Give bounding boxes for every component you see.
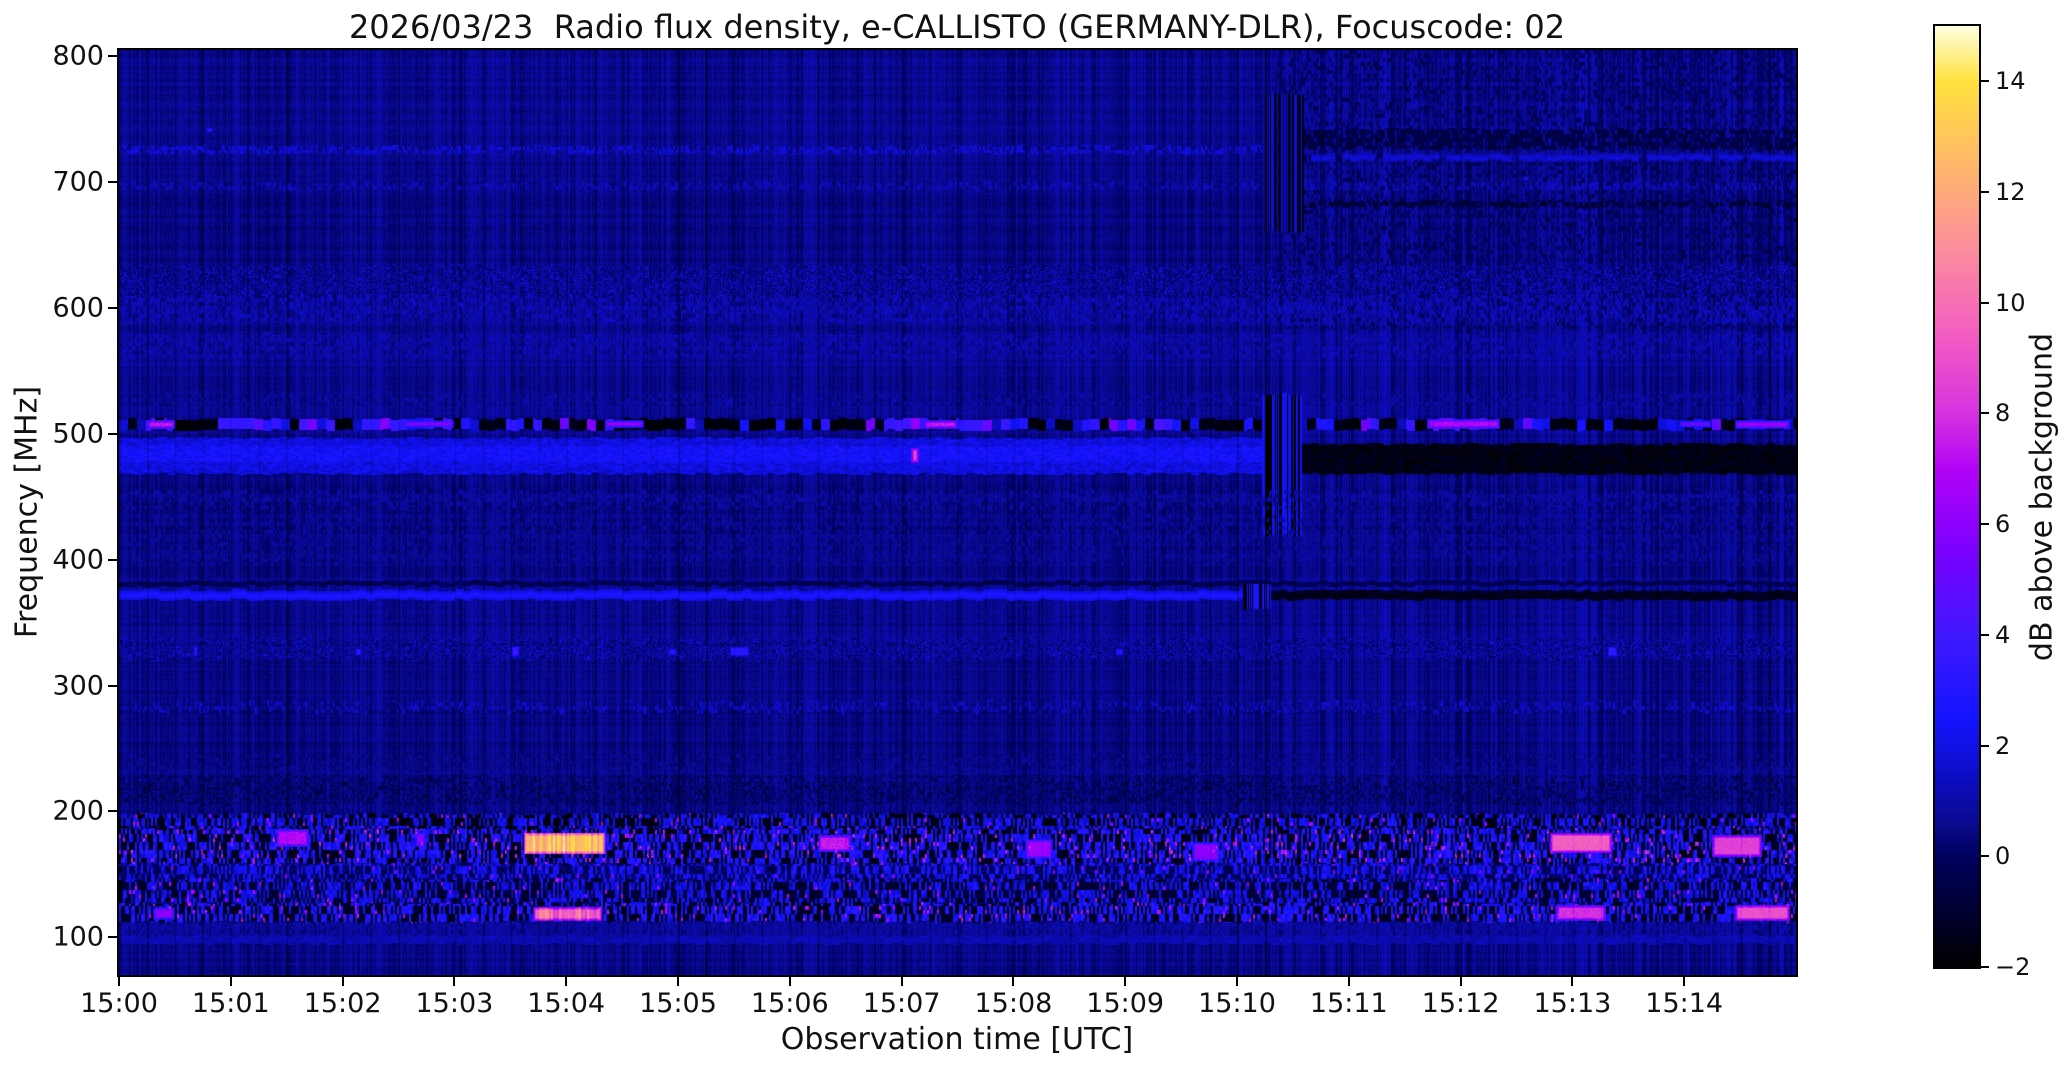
x-tick (229, 977, 232, 986)
colorbar-tick (1981, 191, 1989, 194)
x-tick-label: 15:01 (191, 988, 270, 1019)
y-tick (108, 558, 117, 561)
y-tick (108, 306, 117, 309)
x-tick-label: 15:13 (1533, 988, 1612, 1019)
spectrogram-plot (117, 48, 1798, 977)
x-tick-label: 15:10 (1198, 988, 1276, 1019)
y-tick-label: 800 (52, 40, 104, 72)
x-tick-label: 15:03 (415, 988, 494, 1019)
x-tick-label: 15:02 (303, 988, 382, 1019)
colorbar-tick (1981, 80, 1989, 83)
colorbar-tick (1981, 523, 1989, 526)
x-tick (1236, 977, 1238, 986)
y-tick (108, 936, 117, 939)
x-tick-label: 15:14 (1645, 988, 1724, 1019)
x-tick (900, 977, 903, 986)
colorbar-tick-label: 10 (1995, 288, 2026, 317)
y-tick-label: 400 (52, 544, 104, 576)
y-tick-label: 200 (52, 795, 104, 827)
y-tick-label: 600 (52, 292, 104, 324)
y-tick (108, 55, 117, 58)
colorbar (1933, 24, 1981, 969)
x-tick (1124, 977, 1127, 986)
y-tick (108, 810, 117, 813)
x-tick (118, 977, 120, 986)
x-tick-label: 15:06 (750, 988, 829, 1019)
x-tick-label: 15:07 (862, 988, 941, 1019)
x-tick (677, 977, 679, 986)
x-tick (1571, 977, 1574, 986)
colorbar-tick (1981, 301, 1989, 304)
x-tick-label: 15:09 (1086, 988, 1165, 1019)
x-tick-label: 15:11 (1309, 988, 1388, 1019)
y-tick-label: 700 (52, 166, 104, 198)
colorbar-tick-label: 4 (1995, 620, 2011, 649)
colorbar-tick (1981, 744, 1989, 747)
colorbar-tick-label: 0 (1995, 842, 2011, 871)
colorbar-tick-label: 6 (1995, 510, 2011, 539)
colorbar-tick (1981, 966, 1989, 968)
x-axis-title: Observation time [UTC] (780, 1022, 1134, 1057)
y-tick-label: 100 (52, 921, 104, 953)
x-tick (565, 977, 568, 986)
colorbar-tick-label: 8 (1995, 399, 2011, 428)
x-tick-label: 15:12 (1421, 988, 1500, 1019)
x-tick (1012, 977, 1015, 986)
x-tick (1683, 977, 1686, 986)
y-tick (108, 181, 117, 184)
x-tick-label: 15:05 (639, 988, 717, 1019)
colorbar-tick-label: −2 (1995, 953, 2031, 981)
x-tick (453, 977, 456, 986)
y-tick-label: 300 (52, 670, 104, 702)
colorbar-tick-label: 2 (1995, 731, 2011, 760)
colorbar-tick (1981, 855, 1989, 858)
colorbar-tick-label: 14 (1995, 67, 2026, 96)
x-tick-label: 15:08 (974, 988, 1053, 1019)
colorbar-title: dB above background (2024, 332, 2060, 662)
page-title: 2026/03/23 Radio flux density, e-CALLIST… (348, 8, 1566, 46)
colorbar-tick (1981, 633, 1989, 636)
spectrogram-canvas (119, 50, 1796, 975)
y-tick (108, 684, 117, 687)
colorbar-tick (1981, 412, 1989, 415)
y-tick-label: 500 (52, 418, 104, 450)
colorbar-tick-label: 12 (1995, 178, 2026, 207)
x-tick (1347, 977, 1350, 986)
x-tick (1459, 977, 1462, 986)
x-tick (788, 977, 791, 986)
x-tick (341, 977, 344, 986)
x-tick-label: 15:00 (80, 988, 158, 1019)
y-tick (108, 432, 117, 435)
x-tick-label: 15:04 (527, 988, 606, 1019)
